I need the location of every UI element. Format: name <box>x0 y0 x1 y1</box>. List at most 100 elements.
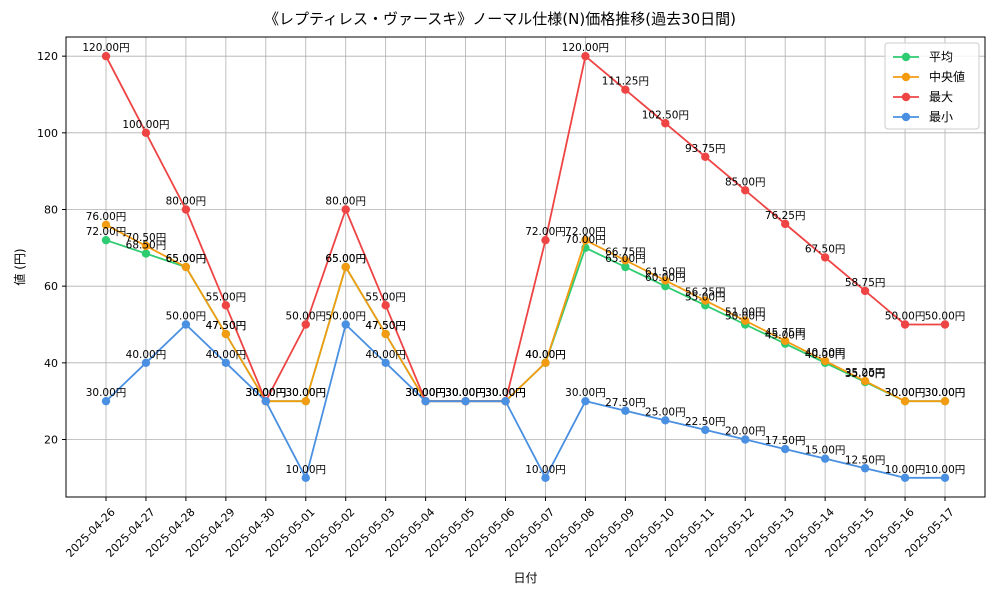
data-point <box>661 281 670 291</box>
data-label: 120.00円 <box>82 42 129 54</box>
data-label: 111.25円 <box>602 76 649 88</box>
data-point <box>621 85 630 94</box>
data-label: 93.75円 <box>685 143 726 155</box>
data-label: 40.00円 <box>365 349 406 361</box>
data-point <box>701 296 710 305</box>
x-axis-label: 日付 <box>513 571 537 585</box>
data-point <box>820 356 830 366</box>
data-label: 72.00円 <box>565 226 606 238</box>
data-label: 60.00円 <box>645 272 686 284</box>
data-label: 47.50円 <box>365 320 406 332</box>
series-line <box>105 55 945 403</box>
data-label: 10.00円 <box>925 464 966 476</box>
data-label: 30.00円 <box>86 387 127 399</box>
data-point <box>741 316 750 325</box>
legend-swatch-marker <box>901 112 911 122</box>
data-label: 40.00円 <box>126 349 167 361</box>
data-label: 30.00円 <box>925 387 966 399</box>
data-label: 30.00円 <box>405 387 446 399</box>
data-point <box>101 51 111 61</box>
data-label: 30.00円 <box>565 387 606 399</box>
data-point <box>780 444 790 454</box>
data-point <box>461 396 470 406</box>
axes: 2025-04-262025-04-272025-04-282025-04-29… <box>37 50 957 560</box>
legend-label: 平均 <box>929 50 953 64</box>
data-point <box>581 235 590 245</box>
data-label: 20.00円 <box>725 426 766 438</box>
y-tick-label: 60 <box>44 280 58 293</box>
data-point <box>341 262 350 272</box>
data-point <box>621 256 630 265</box>
legend-label: 中央値 <box>929 69 965 84</box>
data-label: 30.00円 <box>246 387 287 399</box>
data-label: 30.00円 <box>445 387 486 399</box>
data-point <box>421 396 430 406</box>
data-label: 50.00円 <box>925 311 966 323</box>
data-point <box>141 249 151 258</box>
data-label: 47.50円 <box>365 320 406 332</box>
data-point <box>860 376 870 386</box>
data-point <box>581 396 590 406</box>
chart-title: 《レプティレス・ヴァースキ》ノーマル仕様(N)価格推移(過去30日間) <box>263 10 737 28</box>
data-label: 30.00円 <box>246 387 287 399</box>
data-label: 17.50円 <box>765 435 806 447</box>
data-label: 76.00円 <box>86 211 127 223</box>
data-point <box>341 320 350 329</box>
data-point <box>501 396 510 406</box>
plot-frame <box>65 36 986 498</box>
data-label: 50.00円 <box>285 311 326 323</box>
legend-label: 最大 <box>929 90 953 104</box>
data-point <box>621 406 630 415</box>
data-label: 30.00円 <box>445 387 486 399</box>
data-point <box>301 473 310 483</box>
y-tick-label: 80 <box>44 204 58 217</box>
data-point <box>541 358 550 368</box>
y-tick-label: 20 <box>44 434 58 447</box>
series-layer <box>101 51 950 483</box>
data-point <box>701 152 710 161</box>
data-point <box>661 119 670 128</box>
data-point <box>661 416 670 425</box>
data-label: 30.00円 <box>285 387 326 399</box>
data-point <box>940 320 950 329</box>
grid-lines <box>66 37 985 497</box>
data-label: 40.00円 <box>206 349 247 361</box>
data-label: 35.00円 <box>845 368 886 380</box>
data-point <box>940 473 950 483</box>
data-label: 30.00円 <box>485 387 526 399</box>
data-label: 30.00円 <box>885 387 926 399</box>
data-label: 10.00円 <box>885 464 926 476</box>
data-point <box>780 219 790 229</box>
data-label: 65.00円 <box>605 253 646 265</box>
data-label: 47.50円 <box>206 320 247 332</box>
data-label: 80.00円 <box>166 196 207 208</box>
data-label: 55.00円 <box>365 291 406 303</box>
data-label: 30.00円 <box>285 387 326 399</box>
data-label: 70.50円 <box>126 232 167 244</box>
data-point <box>261 396 271 406</box>
data-label: 58.75円 <box>845 277 886 289</box>
data-point <box>141 241 151 251</box>
legend-swatch-marker <box>901 72 911 82</box>
data-label: 47.50円 <box>206 320 247 332</box>
data-label: 30.00円 <box>925 387 966 399</box>
data-label: 30.00円 <box>445 387 486 399</box>
data-point <box>860 464 870 473</box>
data-label: 40.00円 <box>805 349 846 361</box>
data-label: 35.25円 <box>845 367 886 379</box>
data-point <box>141 358 151 368</box>
data-point <box>341 205 350 214</box>
data-label: 25.00円 <box>645 406 686 418</box>
data-label: 50.00円 <box>325 311 366 323</box>
data-label: 30.00円 <box>485 387 526 399</box>
data-point <box>101 396 111 406</box>
y-tick-label: 100 <box>37 127 58 140</box>
data-label: 65.00円 <box>166 253 207 265</box>
legend-swatch-marker <box>901 52 911 62</box>
data-label: 15.00円 <box>805 445 846 457</box>
data-point <box>101 220 111 230</box>
data-label: 55.00円 <box>685 291 726 303</box>
data-point <box>381 358 390 368</box>
data-label: 85.00円 <box>725 176 766 188</box>
y-axis-label: 値 (円) <box>12 248 27 285</box>
